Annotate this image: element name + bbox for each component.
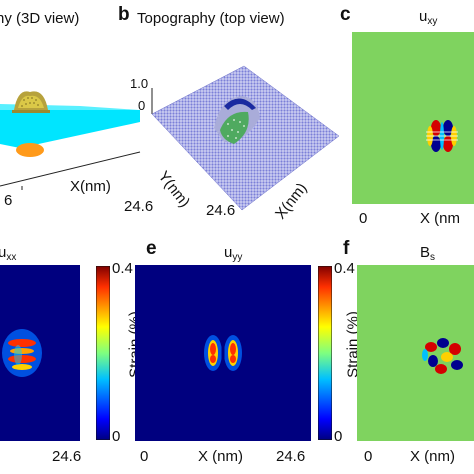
panel-e-map <box>135 265 311 441</box>
panel-b-letter: b <box>118 4 130 25</box>
panel-d-xmax: 24.6 <box>52 448 82 465</box>
panel-c-letter: c <box>340 4 351 25</box>
panel-d-cb-max: 0.4 <box>112 260 133 277</box>
panel-e-xlabel: X (nm) <box>198 448 243 465</box>
panel-e-cb-min: 0 <box>334 428 343 445</box>
panel-f-title: Bs <box>420 244 435 263</box>
panel-d-title-sub: xx <box>6 252 17 263</box>
panel-c-map <box>352 32 474 204</box>
panel-b-ztick: 1.0 <box>130 76 149 91</box>
panel-d-map <box>0 265 80 441</box>
panel-a-3d-plot <box>0 91 141 190</box>
panel-d-colorbar <box>96 266 110 440</box>
panel-f-xlabel: X (nm) <box>410 448 455 465</box>
panel-f-title-main: B <box>420 244 431 261</box>
panel-e-xmin: 0 <box>140 448 149 465</box>
panel-f-xmin: 0 <box>364 448 373 465</box>
panel-a-xmax: 24.6 <box>124 198 154 215</box>
panel-e-title-main: u <box>224 244 233 261</box>
panel-a-xmin: 6 <box>4 192 13 209</box>
panel-d-cb-min: 0 <box>112 428 121 445</box>
panel-d-title: uxx <box>0 244 16 263</box>
panel-c-xmin: 0 <box>359 210 368 227</box>
panel-b-title: Topography (top view) <box>137 10 285 27</box>
panel-e-title: uyy <box>224 244 242 263</box>
panel-c-title-sub: xy <box>427 16 438 27</box>
panel-e-colorbar <box>318 266 332 440</box>
panel-e-letter: e <box>146 238 157 259</box>
panel-e-cb-max: 0.4 <box>334 260 355 277</box>
panel-f-map <box>357 265 474 441</box>
panel-c-title-main: u <box>419 8 428 25</box>
panel-a-title: ny (3D view) <box>0 10 80 27</box>
panel-b-surface <box>151 65 340 211</box>
panel-c-xlabel: X (nm <box>420 210 461 227</box>
panel-f-letter: f <box>343 238 350 259</box>
panel-c-title: uxy <box>419 8 437 27</box>
panel-b-zzero: 0 <box>138 98 146 113</box>
panel-a-xlabel: X(nm) <box>70 178 111 195</box>
panel-f-title-sub: s <box>430 252 436 263</box>
panel-d-title-main: u <box>0 244 7 261</box>
panel-e-xmax: 24.6 <box>276 448 306 465</box>
panel-e-title-sub: yy <box>232 252 243 263</box>
panel-b-ymax: 24.6 <box>206 202 236 219</box>
